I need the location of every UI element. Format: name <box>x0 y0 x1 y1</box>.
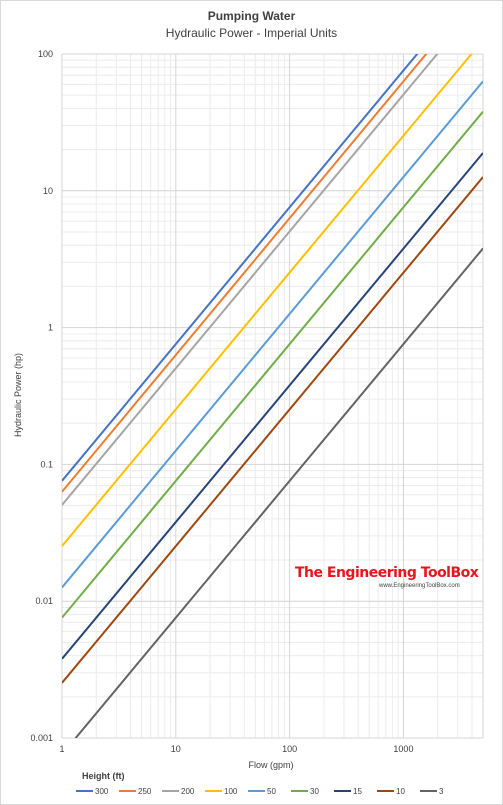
chart-subtitle: Hydraulic Power - Imperial Units <box>165 26 338 40</box>
series-line-3 <box>74 247 483 738</box>
legend-label-50: 50 <box>267 787 276 796</box>
chart-title: Pumping Water <box>207 9 296 23</box>
legend-label-3: 3 <box>439 787 444 796</box>
legend-label-300: 300 <box>95 787 109 796</box>
y-tick-label: 0.001 <box>30 733 53 743</box>
x-tick-label: 10 <box>171 744 181 754</box>
x-tick-label: 1000 <box>393 744 413 754</box>
series-line-10 <box>62 176 483 684</box>
legend-label-100: 100 <box>224 787 238 796</box>
legend: 300 250 200 100 50 30 15 10 3 <box>76 787 444 796</box>
legend-label-15: 15 <box>353 787 362 796</box>
series-line-100 <box>62 54 473 547</box>
series-line-300 <box>62 54 419 482</box>
series-line-30 <box>62 111 483 619</box>
watermark-brand: The Engineering ToolBox <box>295 565 479 581</box>
legend-label-10: 10 <box>396 787 405 796</box>
series-line-15 <box>62 152 483 660</box>
watermark: The Engineering ToolBox www.EngineeringT… <box>295 565 479 589</box>
series-line-200 <box>62 54 439 506</box>
legend-label-250: 250 <box>138 787 152 796</box>
y-tick-label: 0.01 <box>35 596 53 606</box>
x-axis-label: Flow (gpm) <box>248 760 294 770</box>
legend-label-30: 30 <box>310 787 319 796</box>
y-tick-label: 1 <box>48 323 53 333</box>
y-tick-label: 10 <box>43 186 53 196</box>
x-tick-label: 1 <box>59 744 64 754</box>
y-axis-label: Hydraulic Power (hp) <box>13 352 23 438</box>
legend-title: Height (ft) <box>82 771 125 781</box>
series-line-50 <box>62 80 483 589</box>
watermark-url: www.EngineeringToolBox.com <box>379 583 460 589</box>
y-tick-label: 100 <box>38 49 53 59</box>
legend-label-200: 200 <box>181 787 195 796</box>
y-tick-label: 0.1 <box>40 459 53 469</box>
x-tick-label: 100 <box>282 744 297 754</box>
series-lines <box>62 54 483 738</box>
series-line-250 <box>62 54 428 493</box>
